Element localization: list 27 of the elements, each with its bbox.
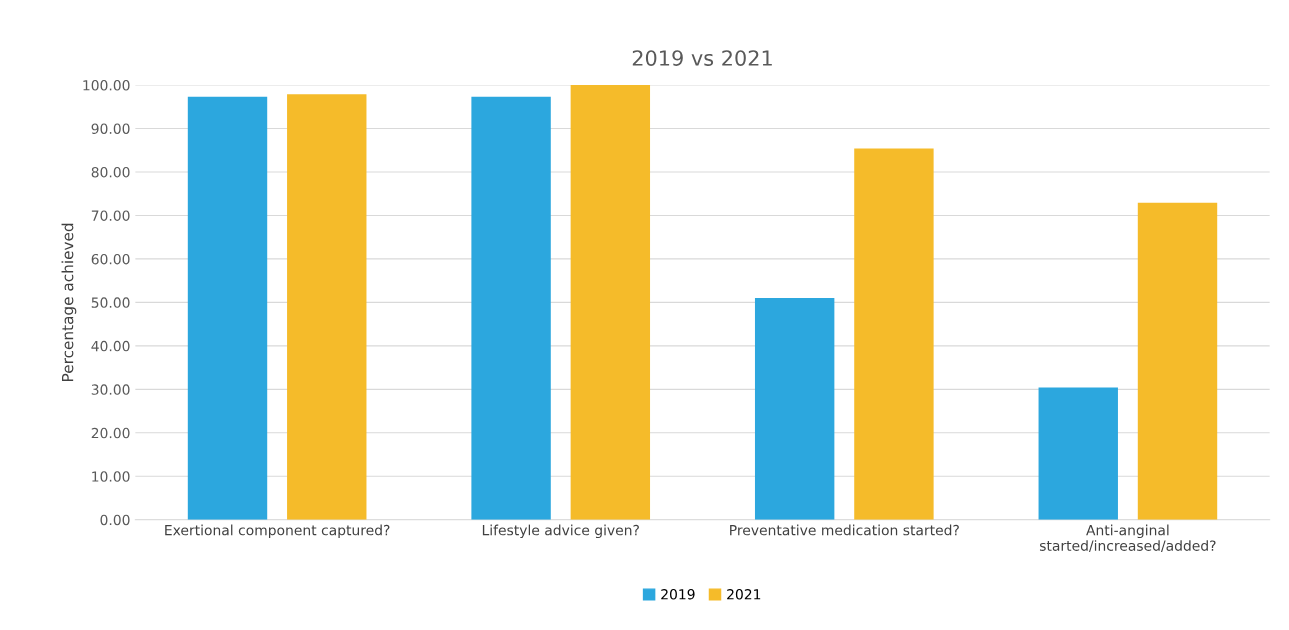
y-tick-label: 10.00 (92, 471, 130, 482)
y-tick-label: 80.00 (91, 166, 130, 178)
chart-title: 2019 vs 2021 (632, 50, 772, 66)
legend-label: 2021 (727, 589, 761, 600)
legend-label: 2019 (661, 589, 695, 600)
bar (187, 96, 268, 520)
y-tick-label: 50.00 (91, 297, 130, 308)
y-tick-label: 60.00 (91, 253, 130, 265)
bar (287, 94, 367, 520)
y-tick-label: 20.00 (91, 427, 130, 439)
x-tick-label: Preventative medication started? (730, 524, 959, 536)
y-tick-label: 30.00 (91, 384, 130, 395)
y-tick-label: 100.00 (83, 80, 130, 91)
x-tick-label: Exertional component captured? (165, 524, 390, 539)
bar (854, 148, 934, 520)
x-tick-label: Lifestyle advice given? (482, 524, 639, 539)
y-tick-label: 90.00 (91, 123, 130, 134)
bar (471, 96, 551, 520)
y-tick-label: 0.00 (100, 514, 130, 526)
y-tick-label: 70.00 (91, 210, 130, 221)
bar (1137, 202, 1218, 520)
y-tick-label: 40.00 (91, 340, 130, 352)
y-axis-title: Percentage achieved (61, 223, 77, 381)
bar (570, 85, 651, 520)
x-tick-label: Anti-anginal started/increased/added? (1039, 524, 1216, 553)
bar (1038, 387, 1118, 520)
bar (754, 298, 835, 520)
